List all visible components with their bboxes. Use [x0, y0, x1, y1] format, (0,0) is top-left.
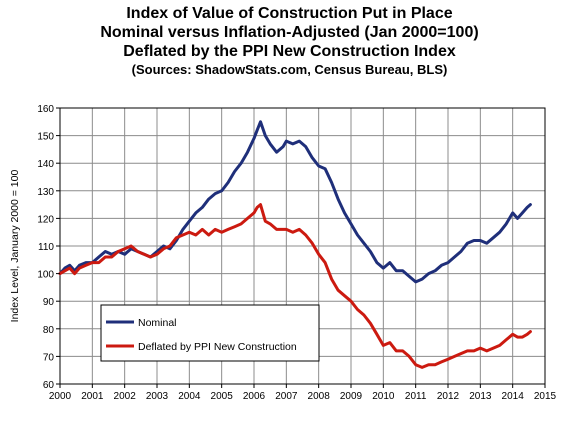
x-tick-label: 2001 — [81, 391, 104, 402]
x-tick-label: 2010 — [372, 391, 395, 402]
x-tick-label: 2009 — [340, 391, 363, 402]
series-line-nominal — [58, 120, 532, 284]
x-tick-label: 2000 — [49, 391, 72, 402]
x-tick-label: 2014 — [502, 391, 525, 402]
series-layer — [58, 120, 532, 369]
y-tick-label: 100 — [37, 270, 54, 281]
x-tick-label: 2006 — [243, 391, 266, 402]
x-tick-label: 2012 — [437, 391, 460, 402]
chart-title-line-3: Deflated by the PPI New Construction Ind… — [123, 43, 456, 60]
y-tick-label: 120 — [37, 214, 54, 225]
x-tick-label: 2015 — [534, 391, 557, 402]
x-tick-label: 2013 — [469, 391, 492, 402]
x-tick-label: 2005 — [211, 391, 234, 402]
y-tick-label: 110 — [38, 242, 54, 253]
y-axis-label: Index Level, January 2000 = 100 — [9, 170, 21, 323]
legend: Nominal Deflated by PPI New Construction — [100, 304, 320, 362]
y-tick-label: 140 — [37, 159, 54, 170]
series-line-deflated — [58, 203, 532, 369]
x-tick-label: 2003 — [146, 391, 169, 402]
legend-box — [100, 304, 320, 362]
chart-source: (Sources: ShadowStats.com, Census Bureau… — [131, 62, 448, 77]
x-tick-label: 2004 — [178, 391, 201, 402]
axis-layer: 60 70 80 90 100 110 120 130 140 150 160 2000 2001 200… — [37, 104, 556, 402]
chart-title-line-2: Nominal versus Inflation-Adjusted (Jan 2… — [100, 24, 479, 41]
y-tick-label: 80 — [43, 325, 55, 336]
x-tick-label: 2011 — [405, 391, 427, 402]
x-tick-label: 2002 — [114, 391, 137, 402]
y-tick-label: 150 — [37, 132, 54, 143]
y-tick-label: 60 — [43, 380, 55, 391]
chart-title-line-1: Index of Value of Construction Put in Pl… — [126, 5, 453, 22]
y-tick-label: 90 — [43, 297, 55, 308]
x-tick-label: 2008 — [308, 391, 331, 402]
x-tick-label: 2007 — [275, 391, 298, 402]
y-tick-label: 160 — [37, 104, 54, 115]
legend-label-nominal: Nominal — [138, 317, 177, 329]
y-tick-label: 70 — [43, 352, 55, 363]
legend-label-deflated: Deflated by PPI New Construction — [138, 341, 297, 353]
chart-title-block: Index of Value of Construction Put in Pl… — [0, 4, 579, 78]
y-tick-label: 130 — [37, 187, 54, 198]
